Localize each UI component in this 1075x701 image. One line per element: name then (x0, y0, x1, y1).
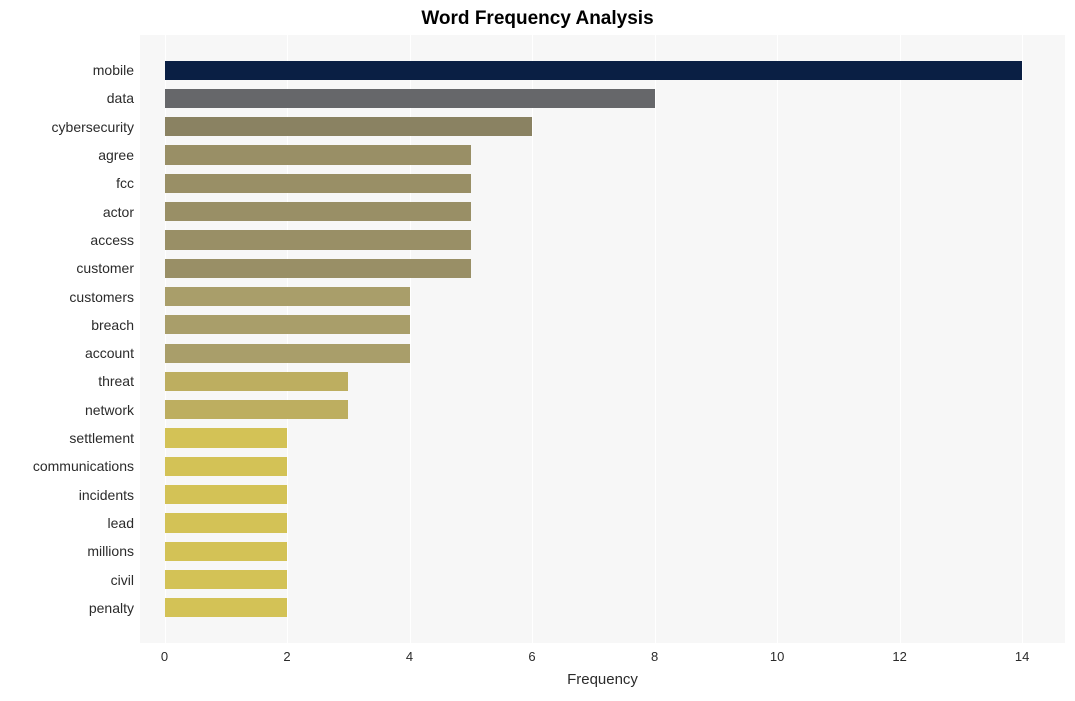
y-tick-label: network (85, 402, 140, 418)
bar (165, 344, 410, 363)
grid-line (532, 35, 533, 643)
y-tick-label: fcc (116, 175, 140, 191)
bar (165, 89, 655, 108)
x-tick-label: 2 (283, 643, 290, 664)
x-tick-label: 6 (528, 643, 535, 664)
x-tick-label: 0 (161, 643, 168, 664)
x-tick-label: 8 (651, 643, 658, 664)
bar (165, 315, 410, 334)
grid-line (655, 35, 656, 643)
bar (165, 230, 471, 249)
bar (165, 485, 288, 504)
bar (165, 428, 288, 447)
y-tick-label: agree (98, 147, 140, 163)
bar (165, 513, 288, 532)
x-tick-label: 10 (770, 643, 784, 664)
plot-area: 02468101214mobiledatacybersecurityagreef… (140, 35, 1065, 643)
y-tick-label: account (85, 345, 140, 361)
grid-line (777, 35, 778, 643)
y-tick-label: customer (76, 260, 140, 276)
y-tick-label: lead (108, 515, 140, 531)
y-tick-label: communications (33, 458, 140, 474)
bar (165, 145, 471, 164)
bar (165, 457, 288, 476)
y-tick-label: breach (91, 317, 140, 333)
bar (165, 598, 288, 617)
bar (165, 287, 410, 306)
y-tick-label: data (107, 90, 140, 106)
y-tick-label: penalty (89, 600, 140, 616)
bar (165, 61, 1023, 80)
y-tick-label: settlement (69, 430, 140, 446)
x-axis-label: Frequency (567, 671, 638, 688)
bar (165, 372, 349, 391)
y-tick-label: access (90, 232, 140, 248)
chart-title: Word Frequency Analysis (0, 8, 1075, 30)
x-tick-label: 14 (1015, 643, 1029, 664)
y-tick-label: customers (69, 289, 140, 305)
x-tick-label: 12 (892, 643, 906, 664)
y-tick-label: millions (87, 543, 140, 559)
bar (165, 117, 533, 136)
bar (165, 400, 349, 419)
y-tick-label: cybersecurity (52, 119, 140, 135)
y-tick-label: civil (111, 572, 140, 588)
grid-line (900, 35, 901, 643)
bar (165, 174, 471, 193)
bar (165, 259, 471, 278)
y-tick-label: actor (103, 204, 140, 220)
bar (165, 542, 288, 561)
x-tick-label: 4 (406, 643, 413, 664)
bar (165, 202, 471, 221)
grid-line (1022, 35, 1023, 643)
y-tick-label: threat (98, 373, 140, 389)
y-tick-label: incidents (79, 487, 140, 503)
bar (165, 570, 288, 589)
y-tick-label: mobile (93, 62, 140, 78)
